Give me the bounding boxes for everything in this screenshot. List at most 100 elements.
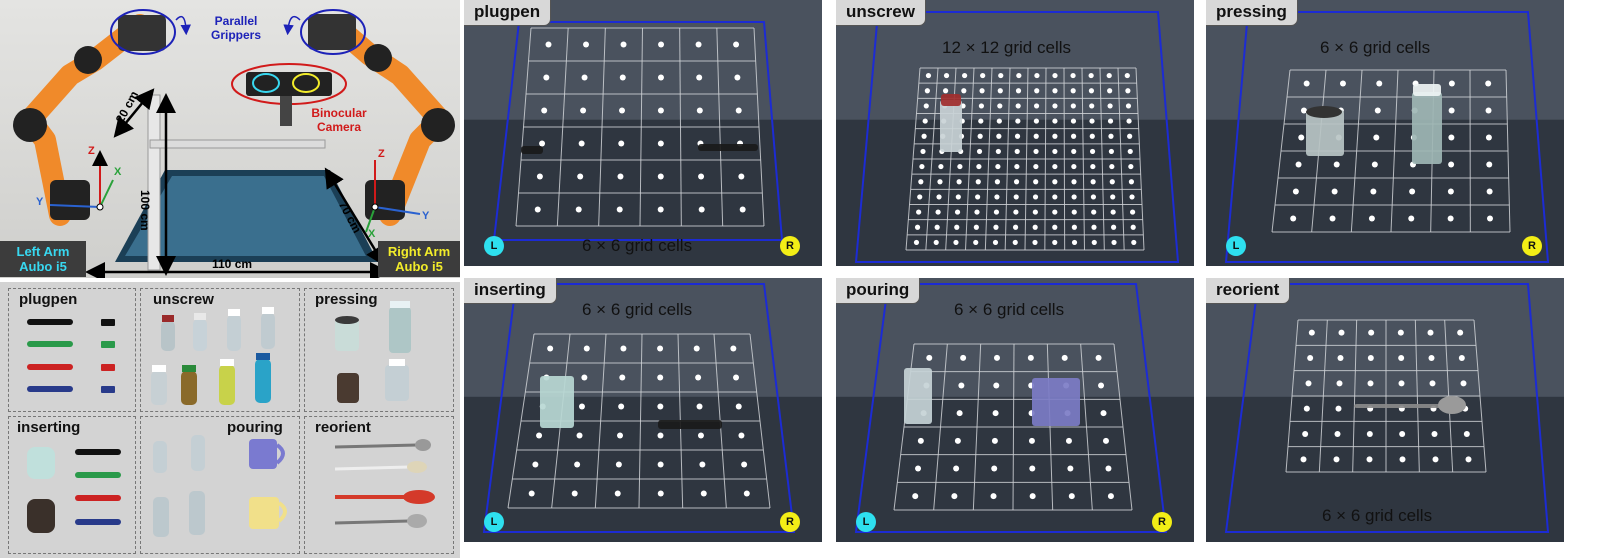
grid-dot <box>1306 380 1312 386</box>
grid-dot <box>993 410 999 416</box>
robot-setup-photo: Parallel Grippers Binocular Camera 20 cm… <box>0 0 460 278</box>
grid-dot <box>1029 466 1035 472</box>
grid-dot <box>1030 493 1036 499</box>
grid-dot <box>957 164 962 169</box>
grid-dot <box>1375 108 1381 114</box>
grid-dot <box>1033 179 1038 184</box>
grid-dot <box>1127 134 1132 139</box>
grid-dot <box>1398 355 1404 361</box>
grid-dot <box>1109 149 1114 154</box>
grid-size-label: 6 × 6 grid cells <box>582 236 692 256</box>
grid-dot <box>934 240 939 245</box>
dimension-100cm: 100 cm <box>138 190 152 231</box>
grid-dot <box>579 404 585 410</box>
task-object <box>521 146 543 154</box>
grid-dot <box>1089 118 1094 123</box>
grid-dot <box>955 209 960 214</box>
grid-dot <box>1457 330 1463 336</box>
grid-dot <box>1071 164 1076 169</box>
grid-dot <box>993 240 998 245</box>
left-axis-z-label: Z <box>88 145 95 157</box>
grid-dot <box>1052 103 1057 108</box>
grid-dot <box>1033 164 1038 169</box>
object-title-pouring: pouring <box>227 419 283 436</box>
object-box-inserting: inserting <box>8 416 136 554</box>
grid-dot <box>976 164 981 169</box>
grid-dot <box>738 174 744 180</box>
task-tag-pouring: pouring <box>836 278 920 304</box>
left-arm-badge: L <box>484 512 504 532</box>
grid-dot <box>1337 380 1343 386</box>
grid-dot <box>1290 216 1296 222</box>
grid-dot <box>994 194 999 199</box>
grid-dot <box>1101 410 1107 416</box>
grid-dot <box>1062 355 1068 361</box>
task-object <box>540 376 574 428</box>
grid-dot <box>1302 431 1308 437</box>
grid-dot <box>1111 225 1116 230</box>
grid-dot <box>980 73 985 78</box>
grid-dot <box>1307 355 1313 361</box>
grid-dot <box>580 108 586 114</box>
grid-dot <box>1126 103 1131 108</box>
grid-dot <box>957 410 963 416</box>
pouring-objects <box>141 417 301 555</box>
grid-dot <box>615 491 621 497</box>
grid-dot <box>619 108 625 114</box>
grid-dot <box>1339 330 1345 336</box>
grid-dot <box>998 88 1003 93</box>
grid-dot <box>658 75 664 81</box>
inserting-objects <box>9 417 137 555</box>
grid-dot <box>1429 355 1435 361</box>
grid-dot <box>733 375 739 381</box>
task-object <box>1412 92 1442 164</box>
grid-dot <box>917 194 922 199</box>
grid-dot <box>579 141 585 147</box>
grid-dot <box>921 134 926 139</box>
right-arm-badge: R <box>780 512 800 532</box>
grid-dot <box>574 462 580 468</box>
grippers-label: Parallel Grippers <box>200 14 272 42</box>
grid-dot <box>616 462 622 468</box>
grid-dot <box>694 346 700 352</box>
grid-dot <box>991 466 997 472</box>
grid-dot <box>1108 493 1114 499</box>
left-arm-badge: L <box>484 236 504 256</box>
grid-dot <box>916 209 921 214</box>
grid-dot <box>992 438 998 444</box>
grid-dot <box>1032 240 1037 245</box>
grid-dot <box>1096 355 1102 361</box>
grid-dot <box>1330 216 1336 222</box>
grid-dot <box>1052 194 1057 199</box>
grid-dot <box>576 207 582 213</box>
task-object <box>1306 106 1342 118</box>
task-tag-unscrew: unscrew <box>836 0 926 26</box>
grid-dot <box>657 404 663 410</box>
grid-dot <box>733 42 739 48</box>
grid-dot <box>1369 216 1375 222</box>
grid-dot <box>943 88 948 93</box>
grid-dot <box>1052 225 1057 230</box>
grid-dot <box>699 462 705 468</box>
grid-dot <box>1128 149 1133 154</box>
grid-dot <box>1028 355 1034 361</box>
grid-dot <box>621 42 627 48</box>
grid-dot <box>1089 73 1094 78</box>
grid-dot <box>962 73 967 78</box>
panel-scene <box>464 0 822 266</box>
grid-dot <box>1052 240 1057 245</box>
grid-dot <box>1433 456 1439 462</box>
grid-line <box>1064 68 1065 250</box>
grid-dot <box>1072 225 1077 230</box>
grid-dot <box>529 491 535 497</box>
grid-dot <box>1459 355 1465 361</box>
grid-dot <box>658 174 664 180</box>
grid-dot <box>1448 216 1454 222</box>
grid-dot <box>1067 466 1073 472</box>
grid-dot <box>1464 431 1470 437</box>
grid-dot <box>1033 225 1038 230</box>
grid-dot <box>978 118 983 123</box>
grid-dot <box>1034 118 1039 123</box>
grid-dot <box>1367 431 1373 437</box>
grid-dot <box>617 433 623 439</box>
